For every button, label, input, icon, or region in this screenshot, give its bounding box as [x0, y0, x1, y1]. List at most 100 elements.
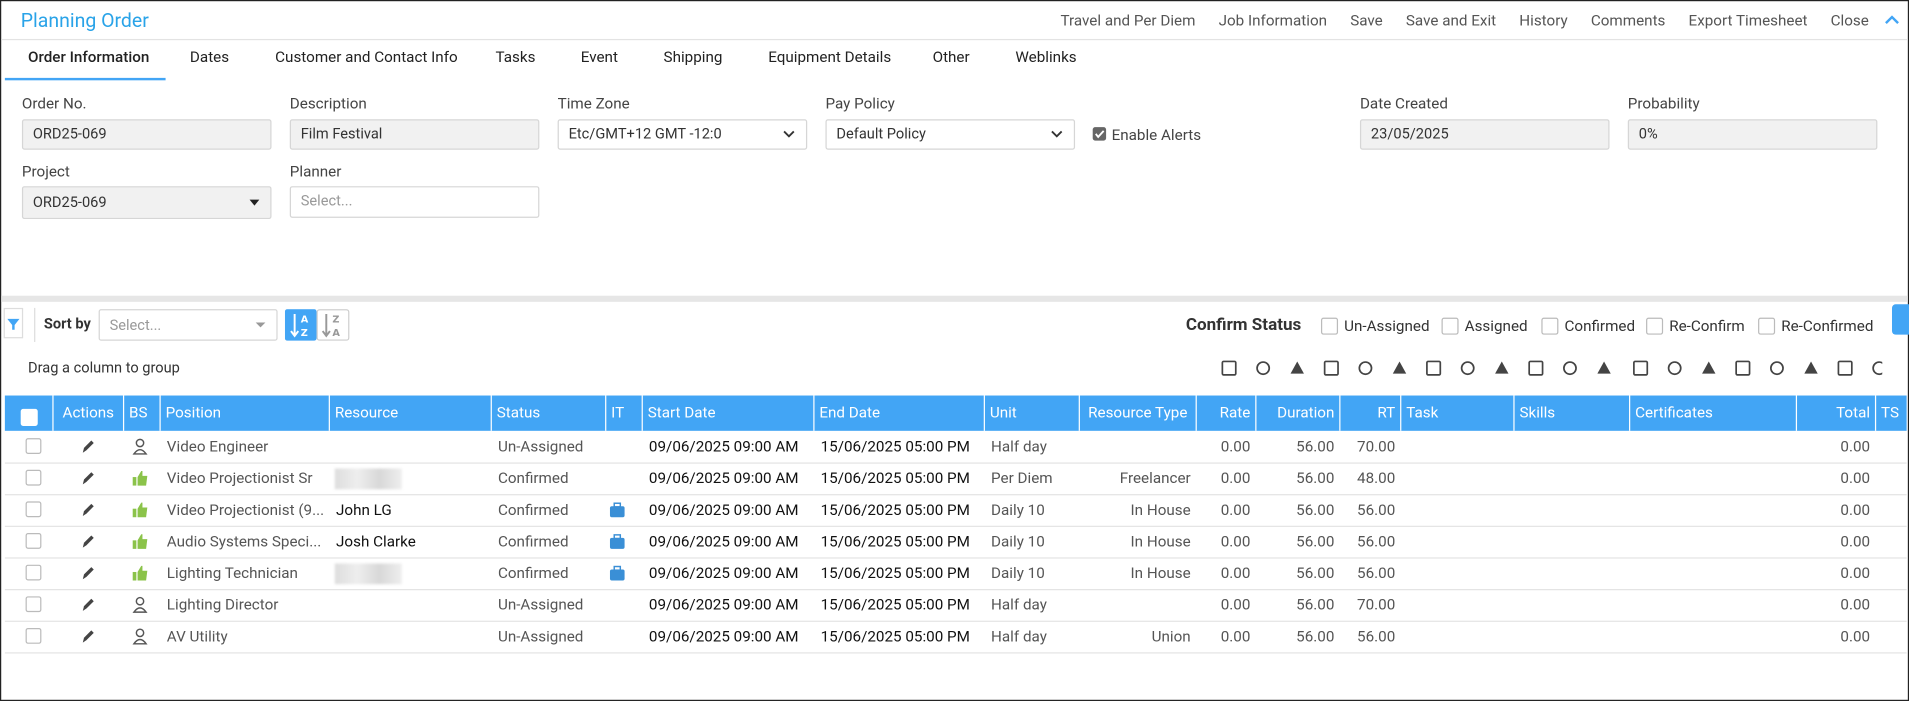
filter-button[interactable]: [3, 307, 24, 339]
grid-row[interactable]: Video Projectionist Sr Confirmed 09/06/202…: [4, 464, 1907, 496]
column-header[interactable]: End Date: [815, 395, 985, 431]
toolbar-icon[interactable]: [1460, 361, 1475, 376]
toolbar-icon[interactable]: [1221, 360, 1237, 376]
status-checkbox[interactable]: [1758, 317, 1776, 335]
toolbar-icon[interactable]: [1597, 361, 1611, 374]
toolbar-icon[interactable]: [1804, 361, 1818, 374]
order-no-input[interactable]: ORD25-069: [21, 119, 272, 150]
header-actions: Travel and Per Diem Job Information Save Sa…: [1060, 12, 1868, 30]
field-label: Time Zone: [557, 94, 630, 114]
tab[interactable]: Tasks: [495, 48, 536, 67]
probability-input[interactable]: 0%: [1627, 119, 1878, 150]
status-checkbox[interactable]: [1646, 317, 1664, 335]
edit-icon[interactable]: [79, 495, 96, 525]
row-checkbox[interactable]: [25, 564, 42, 581]
column-header[interactable]: Task: [1401, 395, 1515, 431]
grid-row[interactable]: Lighting Technician Confirmed 09/06/2025 0…: [4, 559, 1907, 591]
column-header[interactable]: Certificates: [1630, 395, 1798, 431]
toolbar-icon[interactable]: [1323, 360, 1339, 376]
grid-row[interactable]: AV Utility Un-Assigned 09/06/2025 09:00 AM…: [4, 622, 1907, 654]
column-header[interactable]: BS: [124, 395, 161, 431]
grid-row[interactable]: Lighting Director Un-Assigned 09/06/2025 0…: [4, 590, 1907, 622]
column-header[interactable]: Actions: [54, 395, 125, 431]
grid-row[interactable]: Video Projectionist (9... John LG Confirme…: [4, 495, 1907, 527]
toolbar-icon[interactable]: [1495, 361, 1509, 374]
tab[interactable]: Weblinks: [1015, 48, 1077, 67]
header-action[interactable]: Close: [1830, 12, 1869, 31]
header-action[interactable]: Export Timesheet: [1688, 12, 1808, 31]
edit-icon[interactable]: [79, 432, 96, 462]
toolbar-icon[interactable]: [1872, 361, 1883, 376]
column-header[interactable]: IT: [606, 395, 643, 431]
edit-icon[interactable]: [79, 590, 96, 620]
column-header[interactable]: Skills: [1515, 395, 1631, 431]
cell-text: 15/06/2025 05:00 PM: [820, 627, 970, 647]
toolbar-icon[interactable]: [1735, 360, 1751, 376]
time-zone-select[interactable]: Etc/GMT+12 GMT -12:0: [557, 119, 808, 150]
description-input[interactable]: Film Festival: [289, 119, 540, 150]
date-created-input[interactable]: 23/05/2025: [1359, 119, 1610, 150]
grid-row[interactable]: Audio Systems Speci... Josh Clarke Confirm…: [4, 527, 1907, 559]
edit-icon[interactable]: [79, 559, 96, 589]
tab[interactable]: Customer and Contact Info: [275, 48, 458, 67]
row-checkbox[interactable]: [25, 596, 42, 613]
header-action[interactable]: Job Information: [1218, 12, 1328, 31]
column-header[interactable]: Duration: [1256, 395, 1341, 431]
column-header[interactable]: RT: [1340, 395, 1402, 431]
row-checkbox[interactable]: [25, 627, 42, 644]
collapse-icon[interactable]: [1885, 13, 1900, 25]
tab[interactable]: Shipping: [663, 48, 723, 67]
header-action[interactable]: Save and Exit: [1405, 12, 1497, 31]
toolbar-icon[interactable]: [1290, 361, 1304, 374]
edit-icon[interactable]: [79, 527, 96, 557]
column-header[interactable]: Status: [492, 395, 607, 431]
column-header[interactable]: TS: [1881, 404, 1900, 423]
header-action[interactable]: History: [1519, 12, 1568, 31]
toolbar-icon[interactable]: [1256, 361, 1271, 376]
tab[interactable]: Other: [932, 48, 970, 67]
row-checkbox[interactable]: [25, 501, 42, 518]
enable-alerts-checkbox[interactable]: [1092, 127, 1107, 142]
confirmed-icon: [132, 534, 148, 549]
column-header[interactable]: Total: [1797, 395, 1877, 431]
tab[interactable]: Event: [580, 48, 618, 67]
toolbar-icon[interactable]: [1633, 360, 1649, 376]
status-checkbox[interactable]: [1441, 317, 1459, 335]
pay-policy-select[interactable]: Default Policy: [825, 119, 1076, 150]
status-checkbox[interactable]: [1320, 317, 1339, 335]
column-header[interactable]: Resource Type: [1080, 395, 1197, 431]
header-action[interactable]: Save: [1350, 12, 1383, 31]
sort-select[interactable]: Select...: [98, 309, 278, 341]
toolbar-icon[interactable]: [1837, 360, 1853, 376]
select-all-checkbox[interactable]: [20, 408, 38, 426]
project-select[interactable]: ORD25-069: [21, 186, 272, 220]
toolbar-icon[interactable]: [1667, 361, 1682, 376]
tab[interactable]: Order Information: [28, 48, 150, 67]
tab[interactable]: Equipment Details: [768, 48, 892, 67]
column-header[interactable]: Resource: [330, 395, 492, 431]
row-checkbox[interactable]: [25, 533, 42, 549]
toolbar-icon[interactable]: [1702, 361, 1716, 374]
toolbar-icon[interactable]: [1528, 360, 1544, 376]
header-action[interactable]: Travel and Per Diem: [1060, 12, 1196, 31]
row-checkbox[interactable]: [25, 438, 42, 454]
toolbar-icon[interactable]: [1426, 360, 1442, 376]
planner-select[interactable]: Select...: [289, 186, 540, 218]
edit-icon[interactable]: [79, 464, 96, 494]
toolbar-icon[interactable]: [1392, 361, 1407, 374]
tab[interactable]: Dates: [189, 48, 230, 67]
side-panel-toggle[interactable]: [1891, 304, 1909, 335]
row-checkbox[interactable]: [25, 469, 42, 486]
status-checkbox[interactable]: [1541, 317, 1559, 335]
toolbar-icon[interactable]: [1770, 361, 1784, 376]
column-header[interactable]: Position: [161, 395, 330, 431]
header-action[interactable]: Comments: [1590, 12, 1666, 31]
column-header[interactable]: Rate: [1197, 395, 1257, 431]
toolbar-icon[interactable]: [1358, 361, 1373, 376]
edit-icon[interactable]: [79, 622, 96, 652]
toolbar-icon[interactable]: [1563, 361, 1577, 376]
grid-row[interactable]: Video Engineer Un-Assigned 09/06/2025 09:0…: [4, 432, 1907, 464]
column-header[interactable]: Unit: [985, 395, 1080, 431]
column-header[interactable]: Start Date: [643, 395, 815, 431]
